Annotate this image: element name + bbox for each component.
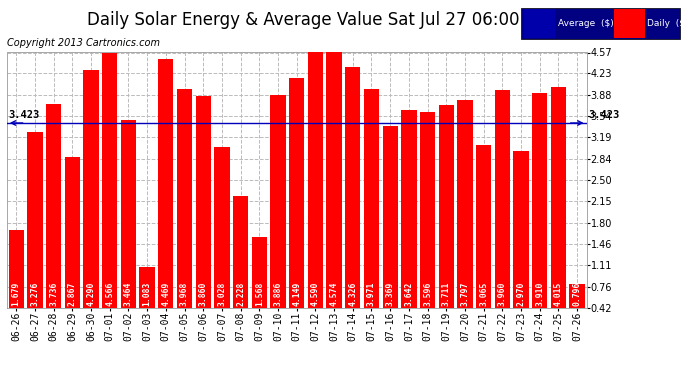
Text: 3.971: 3.971 [367, 282, 376, 306]
Bar [476, 145, 491, 333]
Text: 3.736: 3.736 [49, 282, 58, 306]
Text: 3.711: 3.711 [442, 282, 451, 306]
Bar [439, 105, 454, 333]
Text: 4.574: 4.574 [330, 282, 339, 306]
Text: 2.867: 2.867 [68, 282, 77, 306]
Text: Average  ($): Average ($) [558, 19, 613, 28]
Bar [177, 90, 193, 333]
Text: 4.469: 4.469 [161, 282, 170, 306]
Text: 3.423: 3.423 [9, 110, 40, 120]
Text: 2.970: 2.970 [517, 282, 526, 306]
Bar [532, 93, 547, 333]
Text: 3.910: 3.910 [535, 282, 544, 306]
Text: 4.590: 4.590 [311, 282, 320, 306]
Bar [401, 110, 417, 333]
Text: 4.326: 4.326 [348, 282, 357, 306]
Bar [513, 151, 529, 333]
Text: 1.083: 1.083 [143, 282, 152, 306]
Bar [28, 132, 43, 333]
Text: Daily  ($): Daily ($) [647, 19, 689, 28]
Bar [364, 89, 379, 333]
Bar [215, 147, 230, 333]
Text: Copyright 2013 Cartronics.com: Copyright 2013 Cartronics.com [7, 38, 160, 48]
Bar [8, 230, 24, 333]
Bar [46, 104, 61, 333]
Bar [121, 120, 136, 333]
Text: 4.149: 4.149 [292, 282, 302, 306]
Bar [158, 59, 173, 333]
Bar [345, 68, 360, 333]
Bar [326, 52, 342, 333]
Bar [569, 284, 585, 333]
Bar [270, 94, 286, 333]
Text: 4.290: 4.290 [86, 282, 95, 306]
Text: 3.065: 3.065 [479, 282, 488, 306]
Bar [551, 87, 566, 333]
Bar [289, 78, 304, 333]
Bar [233, 196, 248, 333]
Text: 3.464: 3.464 [124, 282, 133, 306]
Text: 3.423: 3.423 [589, 110, 620, 120]
Text: 3.860: 3.860 [199, 282, 208, 306]
Bar [195, 96, 211, 333]
Text: 3.960: 3.960 [498, 282, 507, 306]
Text: 4.015: 4.015 [554, 282, 563, 306]
Bar [139, 267, 155, 333]
Bar [420, 112, 435, 333]
Bar [65, 157, 80, 333]
Text: 3.797: 3.797 [460, 282, 469, 306]
Text: 0.796: 0.796 [573, 282, 582, 306]
Text: 1.679: 1.679 [12, 282, 21, 306]
Bar [83, 70, 99, 333]
Text: 3.642: 3.642 [404, 282, 413, 306]
Text: 1.568: 1.568 [255, 282, 264, 306]
Bar [102, 53, 117, 333]
Text: Daily Solar Energy & Average Value Sat Jul 27 06:00: Daily Solar Energy & Average Value Sat J… [88, 11, 520, 29]
Bar [382, 126, 398, 333]
Bar [308, 51, 323, 333]
Text: 3.596: 3.596 [423, 282, 432, 306]
Text: 3.369: 3.369 [386, 282, 395, 306]
Bar [495, 90, 510, 333]
Text: 3.276: 3.276 [30, 282, 39, 306]
Bar [252, 237, 267, 333]
Text: 4.566: 4.566 [106, 282, 115, 306]
Text: 3.886: 3.886 [273, 282, 282, 306]
Text: 3.968: 3.968 [180, 282, 189, 306]
Text: 2.228: 2.228 [236, 282, 245, 306]
Text: 3.028: 3.028 [217, 282, 226, 306]
Bar [457, 100, 473, 333]
